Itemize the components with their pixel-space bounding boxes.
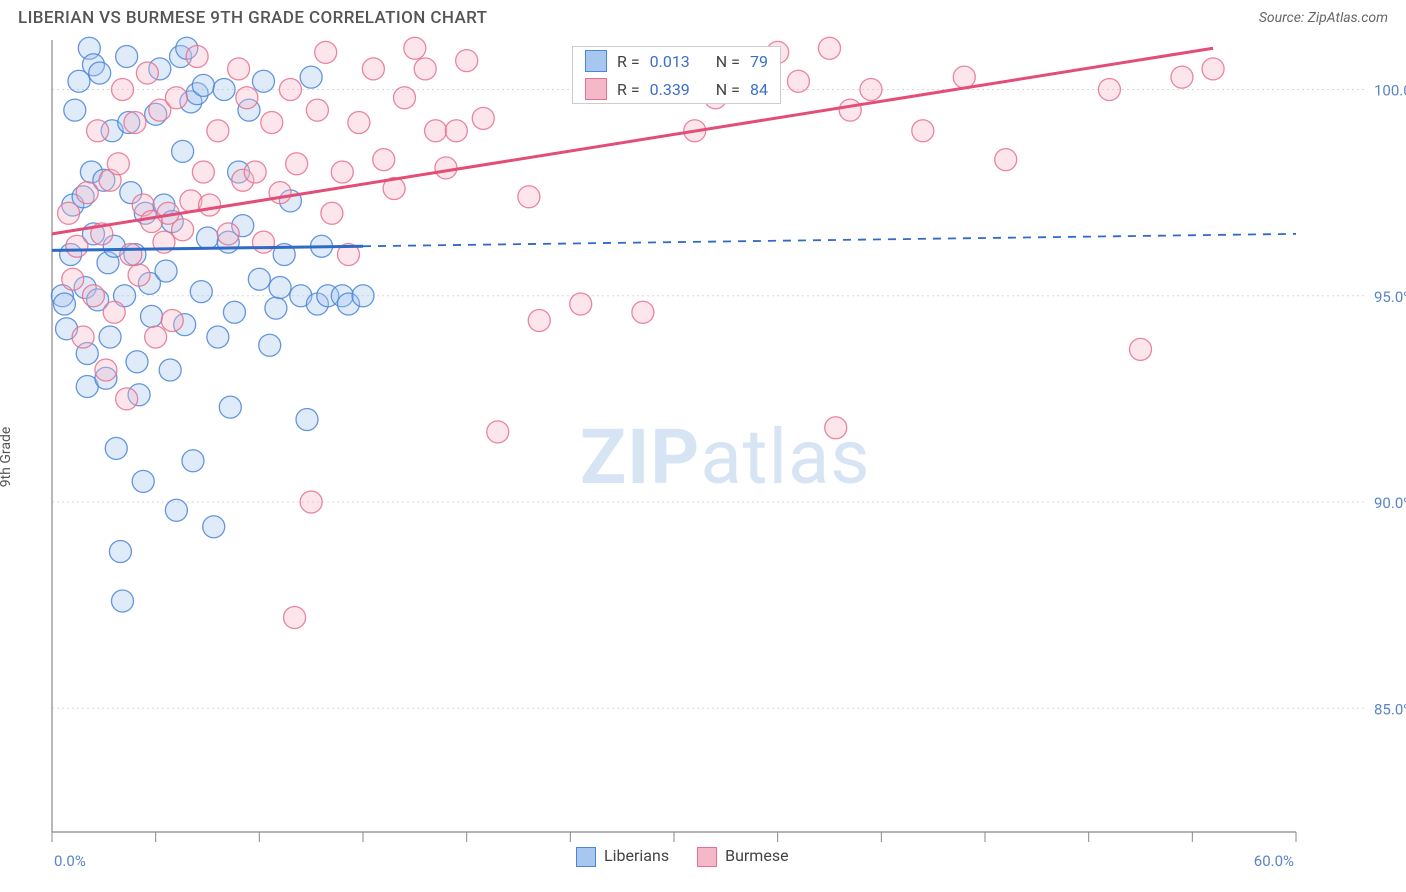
chart-container: 9th Grade 85.0%90.0%95.0%100.0%0.0%60.0%…	[0, 32, 1406, 882]
legend-item-liberians: Liberians	[576, 846, 669, 867]
n-value-burmese: 84	[750, 80, 768, 99]
svg-text:95.0%: 95.0%	[1374, 288, 1406, 306]
legend-item-burmese: Burmese	[697, 846, 788, 867]
svg-text:85.0%: 85.0%	[1374, 700, 1406, 718]
svg-text:100.0%: 100.0%	[1374, 82, 1406, 100]
n-label: N =	[716, 80, 740, 99]
stats-row-liberians: R = 0.013 N = 79	[573, 47, 780, 75]
stats-legend: R = 0.013 N = 79 R = 0.339 N = 84	[572, 46, 781, 104]
stats-row-burmese: R = 0.339 N = 84	[573, 75, 780, 103]
r-value-liberians: 0.013	[650, 52, 690, 71]
swatch-liberians-icon	[576, 847, 596, 867]
swatch-burmese-icon	[697, 847, 717, 867]
legend-label-liberians: Liberians	[604, 846, 669, 865]
n-value-liberians: 79	[750, 52, 768, 71]
svg-text:60.0%: 60.0%	[1254, 852, 1294, 870]
legend-label-burmese: Burmese	[725, 846, 788, 865]
swatch-liberians-icon	[585, 50, 607, 72]
scatter-plot: 85.0% 90.0% 95.0% 100.0% 0.0% 60.0%	[0, 32, 1406, 882]
swatch-burmese-icon	[585, 78, 607, 100]
r-label: R =	[617, 80, 640, 99]
svg-text:90.0%: 90.0%	[1374, 494, 1406, 512]
r-label: R =	[617, 52, 640, 71]
svg-text:0.0%: 0.0%	[54, 852, 86, 870]
series-legend: Liberians Burmese	[576, 846, 789, 867]
source-attribution: Source: ZipAtlas.com	[1259, 10, 1388, 26]
r-value-burmese: 0.339	[650, 80, 690, 99]
chart-title: LIBERIAN VS BURMESE 9TH GRADE CORRELATIO…	[18, 8, 487, 28]
n-label: N =	[716, 52, 740, 71]
